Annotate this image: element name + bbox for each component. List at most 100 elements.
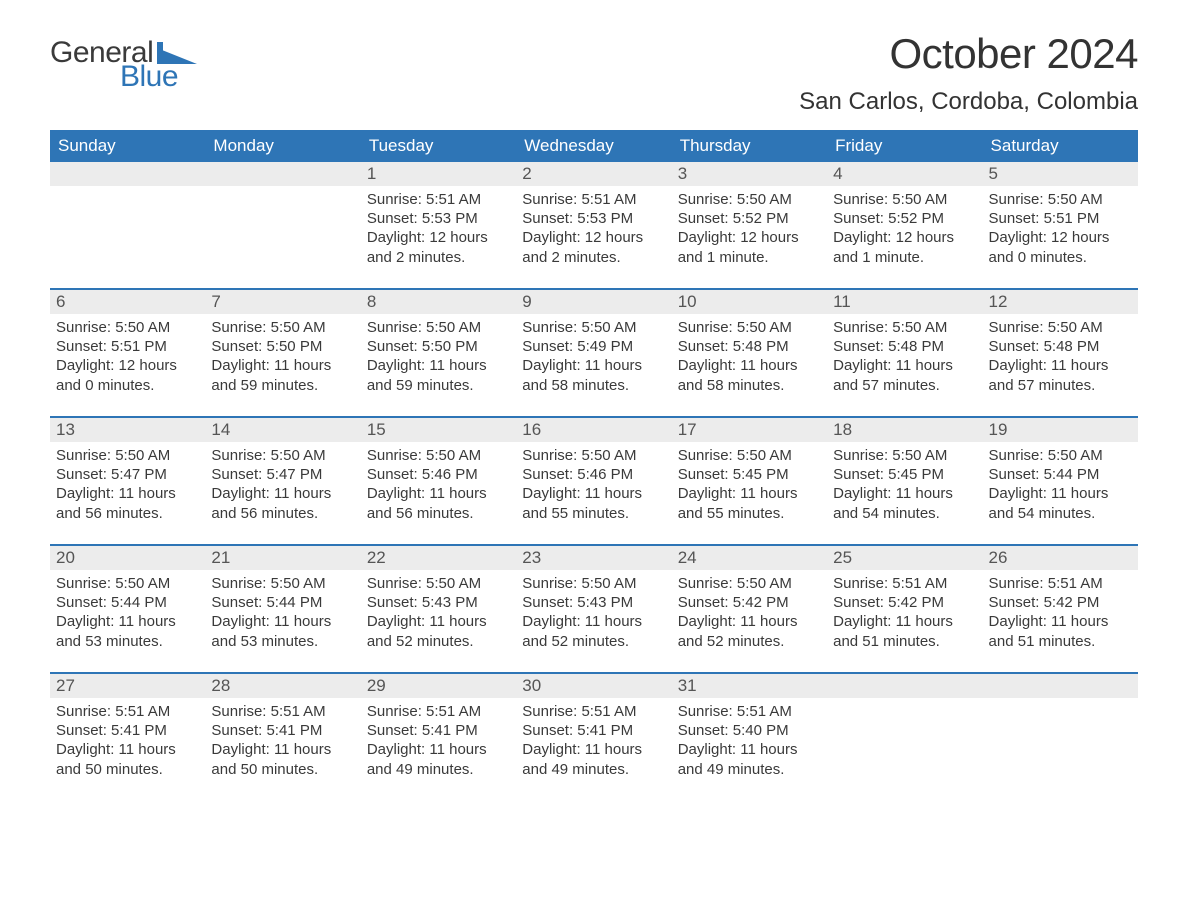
sunset-text: Sunset: 5:44 PM (211, 593, 354, 612)
calendar-week-row: 1Sunrise: 5:51 AMSunset: 5:53 PMDaylight… (50, 162, 1138, 288)
sunrise-text: Sunrise: 5:50 AM (211, 318, 354, 337)
day-number: 3 (672, 162, 827, 186)
day-details: Sunrise: 5:50 AMSunset: 5:43 PMDaylight:… (516, 570, 671, 655)
day-details: Sunrise: 5:50 AMSunset: 5:43 PMDaylight:… (361, 570, 516, 655)
day-number: 6 (50, 290, 205, 314)
day-number: 9 (516, 290, 671, 314)
sunrise-text: Sunrise: 5:50 AM (678, 190, 821, 209)
daylight-text-2: and 55 minutes. (678, 504, 821, 523)
sunrise-text: Sunrise: 5:50 AM (56, 446, 199, 465)
day-details: Sunrise: 5:50 AMSunset: 5:47 PMDaylight:… (205, 442, 360, 527)
day-details: Sunrise: 5:50 AMSunset: 5:50 PMDaylight:… (205, 314, 360, 399)
calendar-day-cell: 16Sunrise: 5:50 AMSunset: 5:46 PMDayligh… (516, 418, 671, 544)
daylight-text-1: Daylight: 11 hours (56, 740, 199, 759)
sunset-text: Sunset: 5:46 PM (522, 465, 665, 484)
daylight-text-1: Daylight: 12 hours (833, 228, 976, 247)
day-number: 14 (205, 418, 360, 442)
sunset-text: Sunset: 5:46 PM (367, 465, 510, 484)
calendar-day-cell: 30Sunrise: 5:51 AMSunset: 5:41 PMDayligh… (516, 674, 671, 800)
day-details: Sunrise: 5:50 AMSunset: 5:46 PMDaylight:… (516, 442, 671, 527)
sunrise-text: Sunrise: 5:50 AM (989, 190, 1132, 209)
sunrise-text: Sunrise: 5:50 AM (678, 446, 821, 465)
day-number: 5 (983, 162, 1138, 186)
daylight-text-2: and 52 minutes. (678, 632, 821, 651)
calendar-day-cell: 17Sunrise: 5:50 AMSunset: 5:45 PMDayligh… (672, 418, 827, 544)
daylight-text-1: Daylight: 11 hours (678, 356, 821, 375)
sunrise-text: Sunrise: 5:51 AM (522, 190, 665, 209)
sunrise-text: Sunrise: 5:50 AM (367, 574, 510, 593)
header: General Blue October 2024 San Carlos, Co… (50, 30, 1138, 116)
day-details: Sunrise: 5:51 AMSunset: 5:40 PMDaylight:… (672, 698, 827, 783)
daylight-text-2: and 1 minute. (678, 248, 821, 267)
daylight-text-2: and 2 minutes. (522, 248, 665, 267)
day-number: 16 (516, 418, 671, 442)
daylight-text-1: Daylight: 11 hours (367, 740, 510, 759)
daylight-text-1: Daylight: 11 hours (56, 484, 199, 503)
sunset-text: Sunset: 5:48 PM (989, 337, 1132, 356)
calendar-day-cell: 8Sunrise: 5:50 AMSunset: 5:50 PMDaylight… (361, 290, 516, 416)
weeks-container: 1Sunrise: 5:51 AMSunset: 5:53 PMDaylight… (50, 162, 1138, 800)
daylight-text-1: Daylight: 11 hours (833, 484, 976, 503)
day-number: 23 (516, 546, 671, 570)
sunset-text: Sunset: 5:50 PM (211, 337, 354, 356)
calendar-day-cell: 29Sunrise: 5:51 AMSunset: 5:41 PMDayligh… (361, 674, 516, 800)
sunset-text: Sunset: 5:50 PM (367, 337, 510, 356)
day-details: Sunrise: 5:50 AMSunset: 5:45 PMDaylight:… (672, 442, 827, 527)
day-details: Sunrise: 5:51 AMSunset: 5:41 PMDaylight:… (361, 698, 516, 783)
daylight-text-1: Daylight: 11 hours (522, 612, 665, 631)
calendar-day-cell: 15Sunrise: 5:50 AMSunset: 5:46 PMDayligh… (361, 418, 516, 544)
day-number: 19 (983, 418, 1138, 442)
daylight-text-2: and 1 minute. (833, 248, 976, 267)
logo: General Blue (50, 30, 197, 92)
daylight-text-1: Daylight: 11 hours (678, 740, 821, 759)
calendar-week-row: 20Sunrise: 5:50 AMSunset: 5:44 PMDayligh… (50, 544, 1138, 672)
day-details: Sunrise: 5:51 AMSunset: 5:41 PMDaylight:… (50, 698, 205, 783)
daylight-text-1: Daylight: 11 hours (211, 356, 354, 375)
sunset-text: Sunset: 5:40 PM (678, 721, 821, 740)
daylight-text-2: and 50 minutes. (211, 760, 354, 779)
sunrise-text: Sunrise: 5:51 AM (989, 574, 1132, 593)
day-details: Sunrise: 5:50 AMSunset: 5:44 PMDaylight:… (205, 570, 360, 655)
calendar-day-cell: 25Sunrise: 5:51 AMSunset: 5:42 PMDayligh… (827, 546, 982, 672)
daylight-text-1: Daylight: 11 hours (211, 740, 354, 759)
sunset-text: Sunset: 5:44 PM (56, 593, 199, 612)
sunrise-text: Sunrise: 5:50 AM (56, 574, 199, 593)
sunrise-text: Sunrise: 5:50 AM (833, 318, 976, 337)
day-number: 13 (50, 418, 205, 442)
sunset-text: Sunset: 5:43 PM (522, 593, 665, 612)
title-block: October 2024 San Carlos, Cordoba, Colomb… (799, 30, 1138, 116)
daylight-text-1: Daylight: 11 hours (522, 740, 665, 759)
sunset-text: Sunset: 5:41 PM (522, 721, 665, 740)
day-details: Sunrise: 5:50 AMSunset: 5:44 PMDaylight:… (50, 570, 205, 655)
day-number: 4 (827, 162, 982, 186)
sunset-text: Sunset: 5:47 PM (211, 465, 354, 484)
day-details: Sunrise: 5:50 AMSunset: 5:45 PMDaylight:… (827, 442, 982, 527)
sunset-text: Sunset: 5:53 PM (367, 209, 510, 228)
sunset-text: Sunset: 5:52 PM (833, 209, 976, 228)
sunrise-text: Sunrise: 5:51 AM (211, 702, 354, 721)
daylight-text-2: and 55 minutes. (522, 504, 665, 523)
weekday-friday: Friday (827, 130, 982, 162)
sunrise-text: Sunrise: 5:51 AM (678, 702, 821, 721)
day-details: Sunrise: 5:50 AMSunset: 5:51 PMDaylight:… (983, 186, 1138, 271)
day-number: 26 (983, 546, 1138, 570)
day-details: Sunrise: 5:50 AMSunset: 5:51 PMDaylight:… (50, 314, 205, 399)
sunrise-text: Sunrise: 5:50 AM (56, 318, 199, 337)
daylight-text-1: Daylight: 12 hours (367, 228, 510, 247)
sunrise-text: Sunrise: 5:51 AM (56, 702, 199, 721)
daylight-text-1: Daylight: 11 hours (833, 356, 976, 375)
calendar-day-cell: 3Sunrise: 5:50 AMSunset: 5:52 PMDaylight… (672, 162, 827, 288)
daylight-text-1: Daylight: 12 hours (678, 228, 821, 247)
sunrise-text: Sunrise: 5:50 AM (989, 318, 1132, 337)
day-number (983, 674, 1138, 698)
day-number: 24 (672, 546, 827, 570)
calendar-day-cell: 9Sunrise: 5:50 AMSunset: 5:49 PMDaylight… (516, 290, 671, 416)
sunrise-text: Sunrise: 5:50 AM (522, 446, 665, 465)
daylight-text-2: and 53 minutes. (56, 632, 199, 651)
weekday-saturday: Saturday (983, 130, 1138, 162)
daylight-text-2: and 56 minutes. (56, 504, 199, 523)
calendar-week-row: 27Sunrise: 5:51 AMSunset: 5:41 PMDayligh… (50, 672, 1138, 800)
daylight-text-1: Daylight: 11 hours (56, 612, 199, 631)
sunrise-text: Sunrise: 5:50 AM (678, 318, 821, 337)
daylight-text-2: and 2 minutes. (367, 248, 510, 267)
